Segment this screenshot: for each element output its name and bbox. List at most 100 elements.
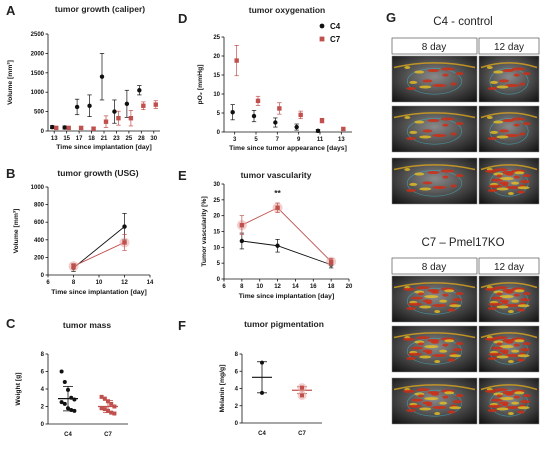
y-tick-label: 400 bbox=[34, 238, 45, 244]
chart-title: tumor pigmentation bbox=[244, 319, 324, 329]
doppler-signal bbox=[522, 342, 531, 346]
x-tick-label: 11 bbox=[317, 137, 324, 143]
x-tick-label: 21 bbox=[101, 136, 108, 142]
skin-layer bbox=[480, 112, 538, 119]
doppler-signal bbox=[513, 293, 520, 297]
doppler-signal bbox=[522, 292, 531, 296]
doppler-signal bbox=[432, 133, 447, 137]
doppler-signal bbox=[522, 122, 531, 126]
doppler-signal bbox=[496, 355, 509, 359]
x-tick-label: 28 bbox=[138, 136, 145, 142]
y-tick-label: 200 bbox=[34, 255, 45, 261]
skin-layer bbox=[393, 164, 476, 171]
doppler-signal bbox=[511, 299, 520, 303]
skin-layer bbox=[480, 164, 538, 171]
doppler-signal bbox=[499, 129, 510, 133]
data-point-C4 bbox=[72, 408, 77, 413]
y-tick-label: 2000 bbox=[31, 51, 45, 57]
doppler-signal bbox=[416, 388, 431, 392]
y-tick-label: 6 bbox=[41, 370, 45, 376]
doppler-signal bbox=[517, 186, 530, 190]
y-axis-label: pO₂ [mmHg] bbox=[197, 64, 204, 104]
x-tick-label: 6 bbox=[222, 284, 226, 290]
doppler-signal bbox=[419, 305, 432, 309]
doppler-signal bbox=[407, 404, 422, 408]
x-tick-label: 30 bbox=[150, 136, 157, 142]
data-point-C7 bbox=[54, 125, 59, 131]
doppler-signal bbox=[419, 187, 432, 191]
data-point-C7 bbox=[300, 393, 304, 398]
data-point-C7 bbox=[71, 264, 76, 269]
x-tick-label: 10 bbox=[256, 284, 263, 290]
ultrasound-image-8-day bbox=[391, 105, 478, 153]
doppler-signal bbox=[440, 67, 455, 71]
legend-label-C7: C7 bbox=[330, 35, 341, 44]
data-point-C7 bbox=[153, 102, 158, 107]
doppler-signal bbox=[502, 119, 515, 123]
doppler-signal bbox=[505, 303, 520, 307]
y-tick-label: 6 bbox=[235, 369, 239, 375]
doppler-signal bbox=[419, 407, 432, 411]
y-tick-label: 2500 bbox=[31, 32, 45, 38]
doppler-signal bbox=[502, 301, 509, 305]
x-axis-label: Time since implantation [day] bbox=[51, 289, 146, 296]
tumor-outline bbox=[406, 118, 462, 145]
data-point-C4 bbox=[275, 243, 280, 248]
x-tick-label: 5 bbox=[254, 137, 258, 143]
doppler-signal bbox=[455, 394, 464, 398]
doppler-signal bbox=[513, 175, 520, 179]
chart-title: tumor vascularity bbox=[241, 170, 312, 180]
data-point-C4 bbox=[74, 104, 80, 110]
doppler-signal bbox=[496, 174, 503, 178]
doppler-signal bbox=[424, 345, 439, 349]
x-tick-label: 14 bbox=[292, 284, 299, 290]
doppler-signal bbox=[406, 356, 417, 360]
data-point-C7 bbox=[239, 222, 245, 228]
doppler-signal bbox=[427, 119, 440, 123]
doppler-signal bbox=[496, 342, 503, 346]
column-header-8-day: 8 day bbox=[422, 262, 446, 273]
data-point-C4 bbox=[66, 387, 70, 392]
data-point-C7 bbox=[109, 410, 114, 415]
chart-title: tumor growth (USG) bbox=[57, 168, 138, 178]
doppler-signal bbox=[516, 410, 525, 414]
doppler-signal bbox=[511, 349, 520, 353]
doppler-signal bbox=[424, 397, 439, 401]
x-axis-label: Time since implantation [day] bbox=[56, 144, 151, 151]
doppler-signal bbox=[499, 397, 514, 401]
y-tick-label: 1000 bbox=[31, 90, 45, 96]
doppler-signal bbox=[417, 394, 424, 398]
y-tick-label: 0 bbox=[41, 422, 45, 428]
doppler-signal bbox=[406, 408, 417, 412]
doppler-signal bbox=[411, 296, 424, 300]
y-tick-label: 30 bbox=[213, 182, 220, 188]
x-tick-label: 25 bbox=[126, 136, 133, 142]
data-point-C7 bbox=[328, 259, 334, 264]
doppler-signal bbox=[511, 67, 526, 71]
doppler-signal bbox=[520, 400, 531, 404]
y-tick-label: 2 bbox=[235, 404, 239, 410]
doppler-signal bbox=[442, 175, 449, 179]
y-tick-label: 500 bbox=[34, 110, 45, 116]
doppler-signal bbox=[493, 70, 504, 74]
doppler-signal bbox=[522, 394, 531, 398]
doppler-signal bbox=[505, 133, 520, 137]
doppler-signal bbox=[432, 405, 447, 409]
data-point-C4 bbox=[122, 224, 127, 229]
doppler-signal bbox=[444, 391, 455, 395]
tumor-outline bbox=[406, 68, 462, 95]
doppler-signal bbox=[424, 295, 439, 299]
data-point-C7 bbox=[275, 205, 280, 210]
doppler-signal bbox=[499, 177, 514, 181]
data-point-C4 bbox=[260, 390, 264, 395]
panel-g-group-title: C7 – Pmel17KO bbox=[421, 237, 504, 249]
data-point-C7 bbox=[112, 411, 117, 416]
skin-layer bbox=[393, 282, 476, 289]
doppler-signal bbox=[434, 360, 441, 364]
doppler-signal bbox=[484, 337, 497, 341]
series-line-C7 bbox=[73, 242, 125, 267]
doppler-signal bbox=[488, 404, 503, 408]
doppler-signal bbox=[513, 73, 520, 77]
data-point-C7 bbox=[234, 58, 239, 63]
y-tick-label: 10 bbox=[213, 92, 220, 98]
